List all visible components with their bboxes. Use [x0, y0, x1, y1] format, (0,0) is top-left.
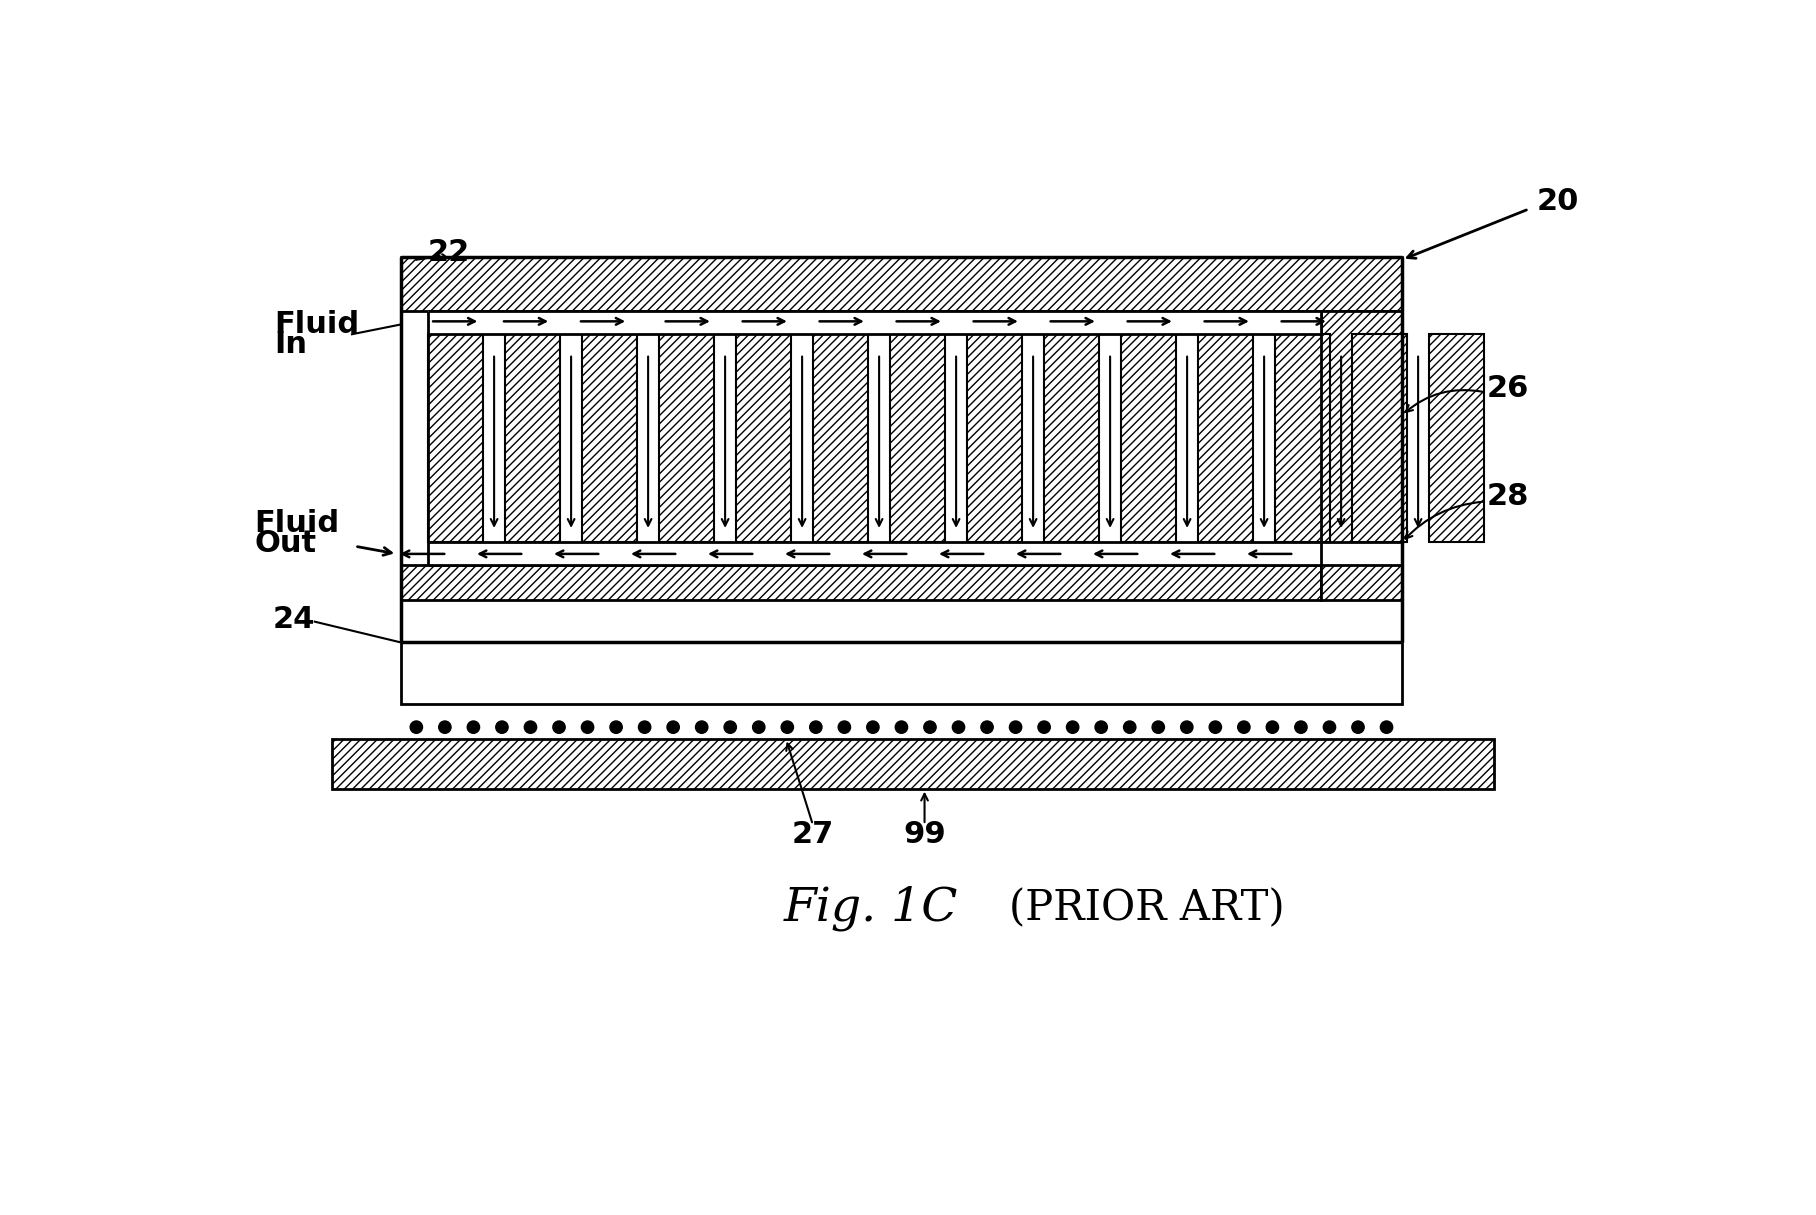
Bar [581, 334, 637, 542]
Bar [659, 334, 714, 542]
Bar [890, 334, 946, 542]
Text: Fig. 1C: Fig. 1C [783, 886, 957, 931]
Circle shape [1380, 720, 1393, 734]
Bar [1120, 334, 1177, 542]
Bar [735, 334, 792, 542]
Text: 22: 22 [429, 238, 470, 266]
Text: 99: 99 [903, 820, 946, 849]
Text: Out: Out [254, 529, 316, 558]
Circle shape [839, 720, 850, 734]
Circle shape [696, 720, 708, 734]
Circle shape [866, 720, 879, 734]
Circle shape [981, 720, 993, 734]
Bar [429, 311, 1320, 334]
Circle shape [639, 720, 650, 734]
Circle shape [1209, 720, 1222, 734]
Text: 27: 27 [792, 820, 834, 849]
Circle shape [410, 720, 423, 734]
Circle shape [1010, 720, 1022, 734]
Bar [1275, 334, 1331, 542]
Text: 20: 20 [1536, 187, 1580, 216]
Bar [429, 542, 1320, 565]
Bar [1320, 311, 1402, 600]
Bar [1429, 334, 1484, 542]
Bar [332, 739, 1495, 789]
Circle shape [1180, 720, 1193, 734]
Text: 26: 26 [1487, 374, 1529, 403]
Circle shape [1095, 720, 1108, 734]
Circle shape [952, 720, 964, 734]
Circle shape [666, 720, 679, 734]
Circle shape [1266, 720, 1278, 734]
Circle shape [752, 720, 765, 734]
Circle shape [439, 720, 450, 734]
Circle shape [1295, 720, 1308, 734]
Circle shape [725, 720, 737, 734]
Bar [1044, 334, 1099, 542]
Bar [814, 334, 868, 542]
Bar [401, 565, 1320, 600]
Bar [401, 258, 1402, 311]
Circle shape [552, 720, 565, 734]
Bar [1199, 334, 1253, 542]
Bar [1351, 334, 1407, 542]
Bar [505, 334, 561, 542]
Circle shape [525, 720, 538, 734]
Text: 28: 28 [1487, 481, 1529, 510]
Circle shape [1351, 720, 1364, 734]
Text: In: In [274, 330, 307, 358]
Bar [429, 334, 483, 542]
Circle shape [1239, 720, 1249, 734]
Circle shape [1124, 720, 1135, 734]
Text: Fluid: Fluid [274, 310, 360, 339]
Text: Fluid: Fluid [254, 509, 340, 537]
Circle shape [781, 720, 794, 734]
Circle shape [1151, 720, 1164, 734]
Bar [401, 643, 1402, 703]
Circle shape [581, 720, 594, 734]
Text: 24: 24 [272, 605, 314, 634]
Circle shape [1324, 720, 1335, 734]
Text: (PRIOR ART): (PRIOR ART) [1010, 887, 1286, 929]
Circle shape [496, 720, 508, 734]
Circle shape [810, 720, 823, 734]
Circle shape [895, 720, 908, 734]
Bar [1320, 542, 1402, 565]
Circle shape [610, 720, 623, 734]
Circle shape [1039, 720, 1050, 734]
Circle shape [467, 720, 479, 734]
Bar [966, 334, 1022, 542]
Circle shape [1066, 720, 1079, 734]
Circle shape [924, 720, 935, 734]
